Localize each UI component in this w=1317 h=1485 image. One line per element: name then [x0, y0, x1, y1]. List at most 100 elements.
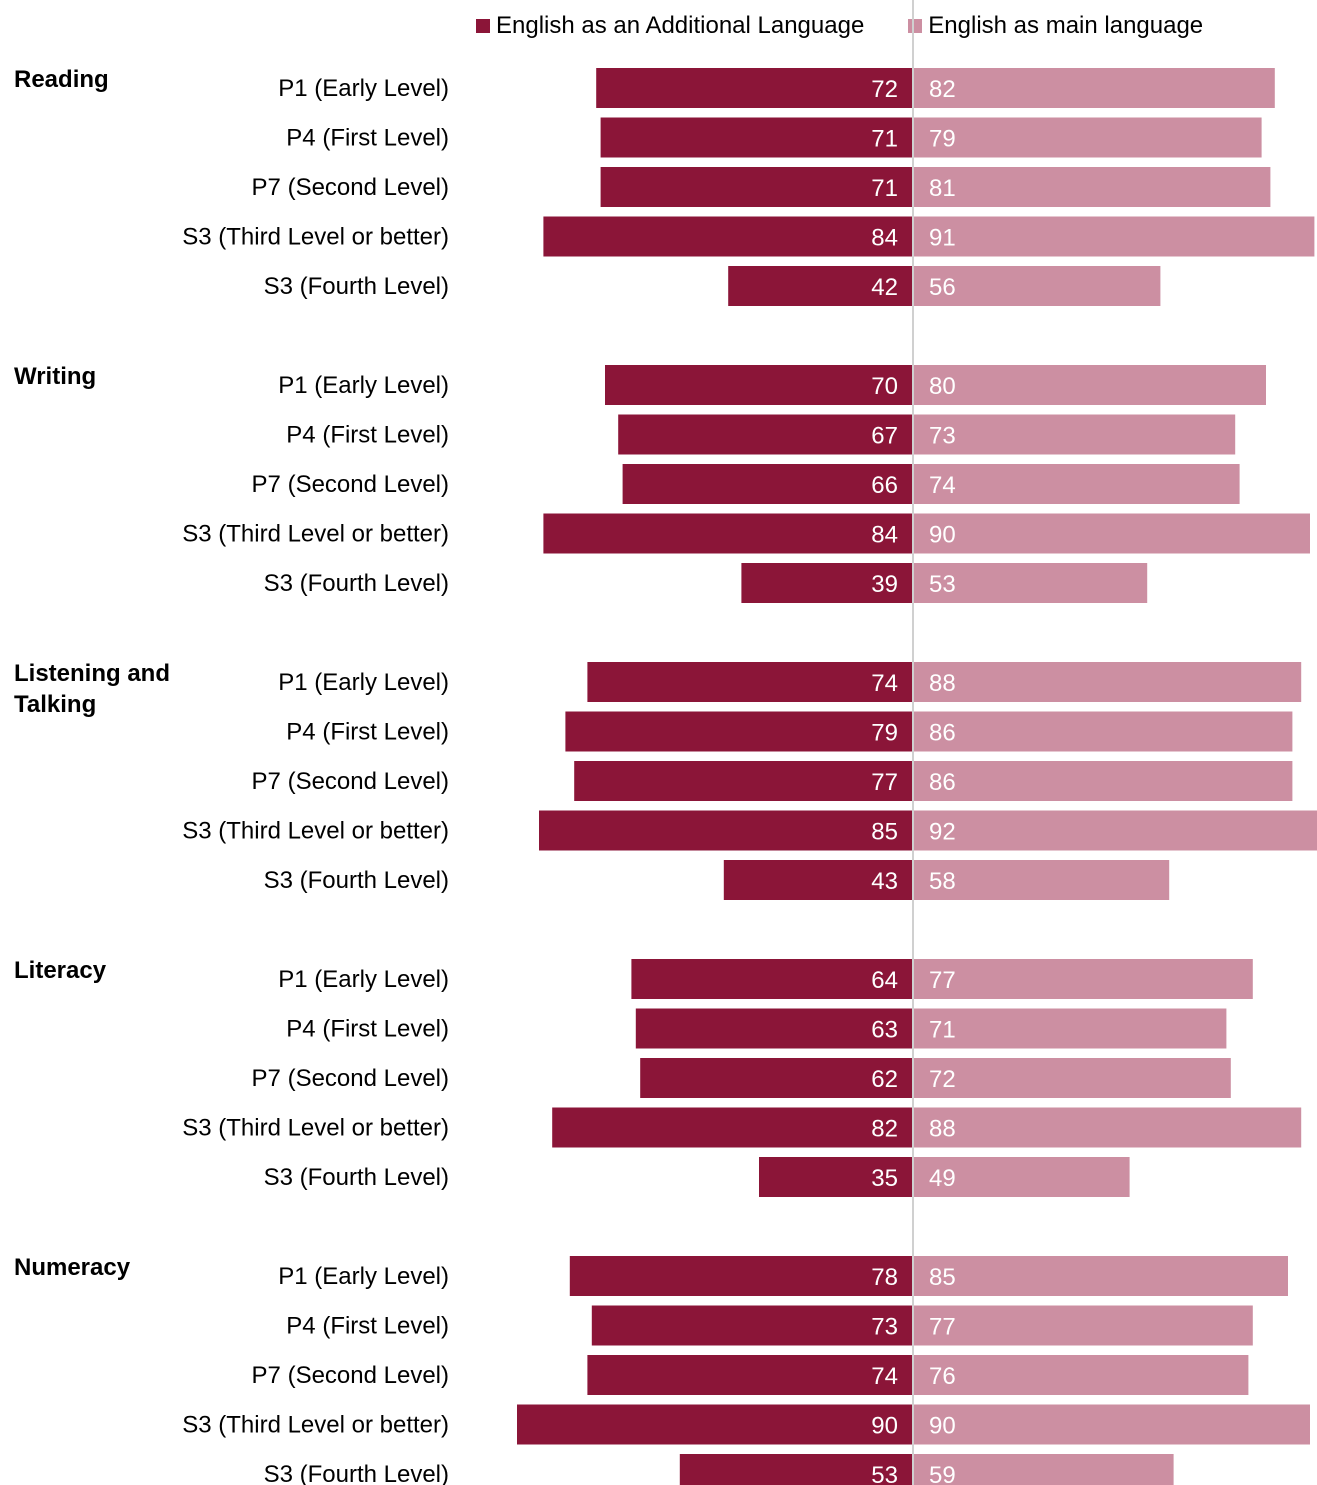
- value-label-main: 73: [929, 423, 956, 450]
- category-label: P7 (Second Level): [252, 1065, 449, 1092]
- value-label-eal: 84: [871, 225, 898, 252]
- value-label-eal: 43: [871, 868, 898, 895]
- bar-eal: [596, 68, 913, 108]
- bar-eal: [728, 266, 913, 306]
- value-label-eal: 90: [871, 1413, 898, 1440]
- bar-main: [914, 662, 1302, 702]
- bar-eal: [723, 860, 913, 900]
- category-label: S3 (Fourth Level): [264, 1164, 449, 1191]
- bar-main: [914, 513, 1310, 554]
- value-label-eal: 71: [871, 126, 898, 153]
- bar-main: [914, 1355, 1249, 1395]
- bars-layer: [517, 68, 1317, 1485]
- bar-main: [914, 1305, 1253, 1346]
- value-label-main: 82: [929, 76, 956, 103]
- group-label: Numeracy: [14, 1254, 131, 1281]
- category-label: S3 (Fourth Level): [264, 1461, 449, 1485]
- group-label: Listening and Talking: [14, 660, 170, 718]
- bar-eal: [591, 1305, 913, 1346]
- value-label-main: 86: [929, 720, 956, 747]
- group-label: Reading: [14, 66, 109, 93]
- bar-eal: [543, 216, 913, 257]
- category-label: S3 (Fourth Level): [264, 273, 449, 300]
- bar-eal: [622, 464, 913, 504]
- bar-main: [914, 464, 1240, 504]
- bar-main: [914, 711, 1293, 752]
- bar-main: [914, 563, 1148, 603]
- bar-eal: [569, 1256, 913, 1296]
- value-label-main: 88: [929, 1116, 956, 1143]
- bar-main: [914, 1454, 1174, 1485]
- chart-legend: English as an Additional Language Englis…: [476, 12, 1247, 40]
- value-label-eal: 62: [871, 1066, 898, 1093]
- bar-eal: [517, 1404, 913, 1445]
- category-label: S3 (Fourth Level): [264, 570, 449, 597]
- value-label-eal: 84: [871, 522, 898, 549]
- value-label-main: 56: [929, 274, 956, 301]
- bar-eal: [543, 513, 913, 554]
- bar-main: [914, 860, 1170, 900]
- value-label-main: 86: [929, 769, 956, 796]
- value-label-eal: 42: [871, 274, 898, 301]
- bar-main: [914, 1058, 1231, 1098]
- bar-eal: [640, 1058, 913, 1098]
- category-label: P7 (Second Level): [252, 768, 449, 795]
- legend-item-eal: English as an Additional Language: [476, 12, 864, 40]
- bar-main: [914, 414, 1236, 455]
- value-label-main: 71: [929, 1017, 956, 1044]
- value-label-main: 77: [929, 967, 956, 994]
- bar-eal: [631, 959, 913, 999]
- value-label-eal: 74: [871, 670, 898, 697]
- bar-main: [914, 1404, 1310, 1445]
- category-label: S3 (Third Level or better): [182, 224, 449, 251]
- legend-swatch-eal: [476, 19, 490, 33]
- category-label: S3 (Third Level or better): [182, 1412, 449, 1439]
- bar-main: [914, 68, 1275, 108]
- value-label-eal: 66: [871, 472, 898, 499]
- category-label: P1 (Early Level): [278, 966, 449, 993]
- value-label-eal: 77: [871, 769, 898, 796]
- category-label: S3 (Third Level or better): [182, 1115, 449, 1142]
- bar-main: [914, 1107, 1302, 1148]
- value-label-main: 91: [929, 225, 956, 252]
- value-label-eal: 82: [871, 1116, 898, 1143]
- category-label: P4 (First Level): [286, 719, 449, 746]
- legend-swatch-main: [908, 19, 923, 33]
- value-label-main: 77: [929, 1314, 956, 1341]
- value-label-main: 72: [929, 1066, 956, 1093]
- value-label-eal: 71: [871, 175, 898, 202]
- bar-eal: [759, 1157, 913, 1197]
- bar-main: [914, 117, 1262, 158]
- category-label: P4 (First Level): [286, 422, 449, 449]
- category-label: P4 (First Level): [286, 1016, 449, 1043]
- category-label: P7 (Second Level): [252, 471, 449, 498]
- category-label: P1 (Early Level): [278, 372, 449, 399]
- value-label-main: 90: [929, 522, 956, 549]
- bar-eal: [618, 414, 913, 455]
- group-label: Writing: [14, 363, 96, 390]
- bar-eal: [635, 1008, 913, 1049]
- value-label-eal: 85: [871, 819, 898, 846]
- category-label: S3 (Fourth Level): [264, 867, 449, 894]
- value-label-main: 58: [929, 868, 956, 895]
- bar-eal: [565, 711, 913, 752]
- value-label-eal: 74: [871, 1363, 898, 1390]
- category-label: P7 (Second Level): [252, 1362, 449, 1389]
- bar-main: [914, 365, 1266, 405]
- bar-eal: [679, 1454, 913, 1485]
- bar-eal: [600, 117, 913, 158]
- value-label-main: 49: [929, 1165, 956, 1192]
- bar-eal: [574, 761, 913, 801]
- category-label: P1 (Early Level): [278, 1263, 449, 1290]
- value-label-main: 88: [929, 670, 956, 697]
- value-label-eal: 70: [871, 373, 898, 400]
- bar-eal: [605, 365, 913, 405]
- category-label: P4 (First Level): [286, 125, 449, 152]
- bar-eal: [539, 810, 913, 851]
- bar-eal: [587, 662, 913, 702]
- value-label-main: 76: [929, 1363, 956, 1390]
- bar-main: [914, 216, 1315, 257]
- labels-layer: Reading P1 (Early Level) 72 82 P4 (First Lev…: [14, 66, 956, 1485]
- legend-label-eal: English as an Additional Language: [496, 12, 865, 39]
